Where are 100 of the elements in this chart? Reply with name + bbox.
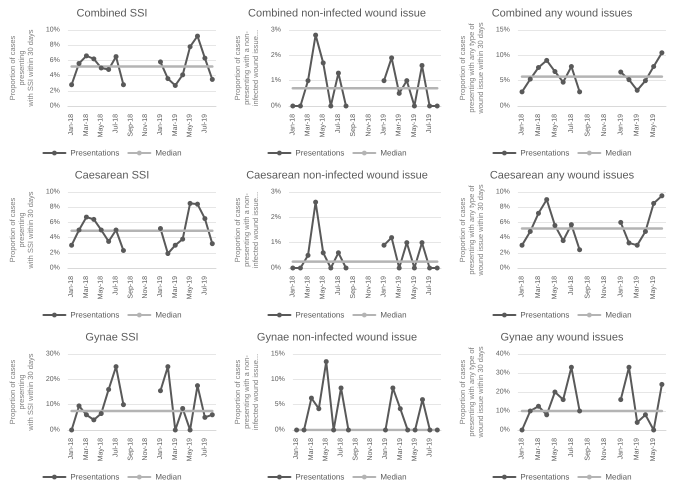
point <box>382 428 388 432</box>
point <box>320 250 326 256</box>
point <box>412 428 418 432</box>
point <box>336 250 341 256</box>
point <box>420 62 424 68</box>
legend-label: Median <box>155 472 182 482</box>
legend-label: Median <box>605 148 632 158</box>
point <box>165 76 170 82</box>
point <box>338 385 344 390</box>
chart-title: Combined non-infected wound issue <box>248 8 426 20</box>
point <box>106 67 112 72</box>
point <box>172 82 178 88</box>
point <box>120 248 126 254</box>
point <box>194 202 200 207</box>
point <box>98 411 104 416</box>
point <box>577 89 582 94</box>
point <box>659 382 664 387</box>
point <box>536 210 541 216</box>
point <box>165 364 170 370</box>
point <box>405 428 410 432</box>
point <box>626 364 632 370</box>
point <box>520 89 525 94</box>
chart-title: Gynae non-infected wound issue <box>256 332 418 344</box>
point <box>98 66 104 70</box>
point <box>528 229 533 234</box>
point <box>568 64 574 69</box>
point <box>434 266 440 270</box>
point <box>84 214 89 220</box>
point <box>331 428 336 432</box>
point <box>313 200 318 205</box>
point <box>642 412 648 418</box>
point <box>659 50 664 56</box>
legend-label: Median <box>380 148 407 158</box>
legend-label: Median <box>605 310 632 320</box>
point <box>552 390 558 394</box>
point <box>194 34 200 39</box>
point <box>642 78 648 84</box>
point <box>618 397 624 402</box>
point <box>324 359 329 364</box>
point <box>302 428 307 432</box>
legend-label: Presentations <box>520 472 570 482</box>
legend-label: Median <box>155 148 182 158</box>
point <box>536 404 541 409</box>
point <box>180 236 186 242</box>
point <box>69 242 74 248</box>
point <box>106 386 112 392</box>
point <box>404 240 410 246</box>
point <box>382 242 387 248</box>
point <box>336 70 341 76</box>
point <box>76 60 82 66</box>
point <box>618 70 624 75</box>
point <box>76 228 82 232</box>
point <box>210 76 215 82</box>
point <box>520 242 525 248</box>
point <box>202 414 208 420</box>
point <box>651 200 656 206</box>
point <box>158 388 163 394</box>
point <box>210 412 215 418</box>
point <box>404 78 410 84</box>
point <box>313 32 318 38</box>
chart-title: Gynae any wound issues <box>500 332 624 344</box>
chart-title: Combined SSI <box>76 8 148 20</box>
point <box>91 216 96 222</box>
point <box>290 266 296 270</box>
point <box>320 60 326 66</box>
point <box>552 69 558 74</box>
point <box>120 82 126 88</box>
point <box>390 385 396 390</box>
chart-title: Caesarean SSI <box>74 170 150 182</box>
point <box>536 64 541 70</box>
legend-label: Presentations <box>70 472 120 482</box>
point <box>158 59 163 64</box>
point <box>114 364 119 370</box>
legend-label: Presentations <box>520 148 570 158</box>
legend-label: Median <box>380 472 407 482</box>
point <box>328 266 334 270</box>
point <box>659 193 664 198</box>
point <box>188 428 193 432</box>
legend-label: Presentations <box>295 472 344 482</box>
point <box>84 53 89 58</box>
point <box>634 420 640 425</box>
legend-label: Presentations <box>295 148 344 158</box>
point <box>434 428 440 432</box>
chart-title: Gynae SSI <box>85 332 139 344</box>
point <box>520 428 525 432</box>
point <box>568 222 574 228</box>
point <box>552 222 558 228</box>
point <box>180 72 186 78</box>
point <box>316 406 322 412</box>
point <box>158 226 163 231</box>
point <box>577 247 582 252</box>
point <box>202 216 208 222</box>
point <box>651 64 656 69</box>
point <box>412 104 417 108</box>
point <box>412 266 417 270</box>
point <box>180 406 186 411</box>
point <box>344 266 349 270</box>
legend-label: Median <box>605 472 632 482</box>
point <box>106 238 112 244</box>
point <box>642 229 648 234</box>
